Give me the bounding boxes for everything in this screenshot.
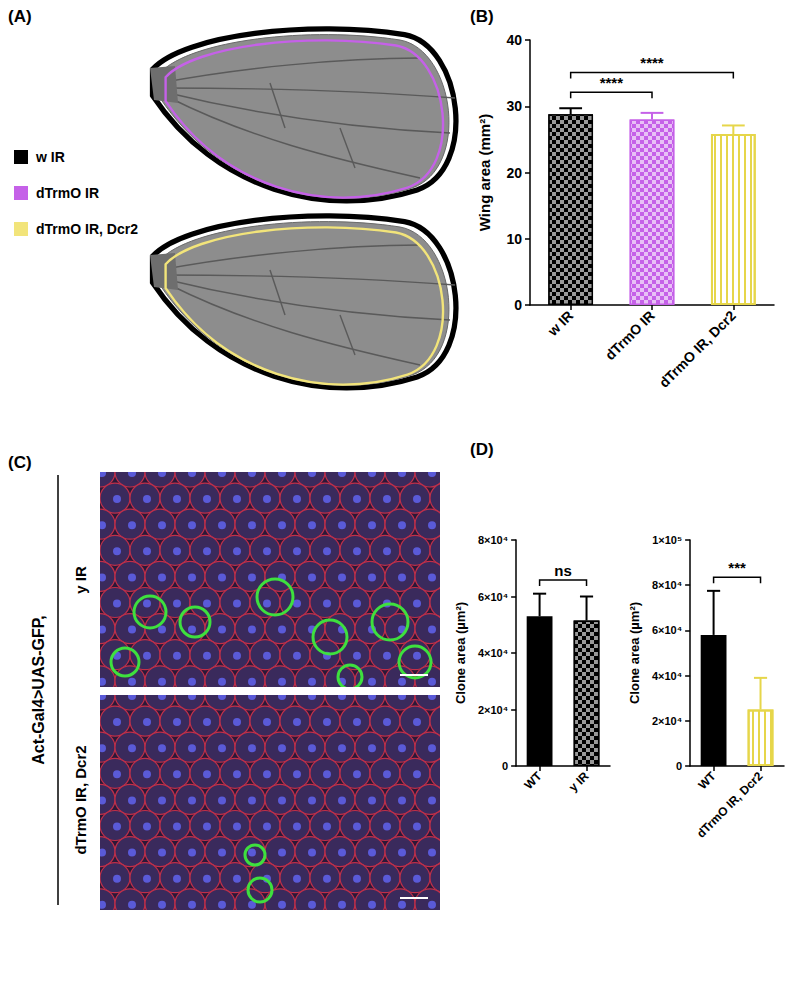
svg-text:10: 10 (506, 231, 522, 247)
svg-text:8×10⁴: 8×10⁴ (478, 534, 508, 546)
svg-text:dTrmO IR, Dcr2: dTrmO IR, Dcr2 (72, 745, 89, 854)
svg-text:***: *** (728, 559, 746, 576)
svg-text:Wing area (mm²): Wing area (mm²) (476, 114, 493, 231)
svg-text:dTrmO IR, Dcr2: dTrmO IR, Dcr2 (694, 769, 766, 841)
svg-text:4×10⁴: 4×10⁴ (478, 647, 508, 659)
svg-text:dTrmO IR: dTrmO IR (36, 185, 99, 201)
svg-text:2×10⁴: 2×10⁴ (478, 704, 508, 716)
svg-text:(A): (A) (8, 7, 32, 26)
svg-text:y IR: y IR (566, 769, 592, 795)
svg-text:8×10⁴: 8×10⁴ (652, 579, 682, 591)
svg-text:(D): (D) (470, 440, 494, 459)
svg-text:(C): (C) (8, 453, 32, 472)
svg-text:0: 0 (502, 760, 508, 772)
svg-text:dTrmO IR: dTrmO IR (602, 307, 658, 363)
svg-text:ns: ns (554, 562, 572, 579)
svg-text:2×10⁴: 2×10⁴ (652, 715, 682, 727)
svg-text:30: 30 (506, 98, 522, 114)
svg-text:6×10⁴: 6×10⁴ (478, 591, 508, 603)
svg-text:WT: WT (695, 769, 719, 793)
svg-text:dTrmO IR, Dcr2: dTrmO IR, Dcr2 (656, 307, 739, 390)
svg-text:4×10⁴: 4×10⁴ (652, 670, 682, 682)
svg-text:40: 40 (506, 32, 522, 48)
svg-text:0: 0 (514, 297, 522, 313)
svg-text:dTrmO IR, Dcr2: dTrmO IR, Dcr2 (36, 221, 138, 237)
svg-text:(B): (B) (470, 7, 494, 26)
svg-text:w IR: w IR (35, 149, 65, 165)
svg-text:****: **** (600, 74, 624, 91)
svg-text:1×10⁵: 1×10⁵ (652, 534, 682, 546)
svg-text:6×10⁴: 6×10⁴ (652, 624, 682, 636)
svg-text:Clone area (µm²): Clone area (µm²) (453, 602, 468, 704)
svg-text:y IR: y IR (72, 566, 89, 594)
svg-text:w IR: w IR (544, 307, 576, 339)
svg-text:20: 20 (506, 165, 522, 181)
svg-text:Clone area (µm²): Clone area (µm²) (627, 602, 642, 704)
svg-text:WT: WT (521, 769, 545, 793)
svg-text:****: **** (640, 54, 664, 71)
svg-text:0: 0 (676, 760, 682, 772)
svg-text:Act-Gal4>UAS-GFP,: Act-Gal4>UAS-GFP, (30, 615, 47, 765)
